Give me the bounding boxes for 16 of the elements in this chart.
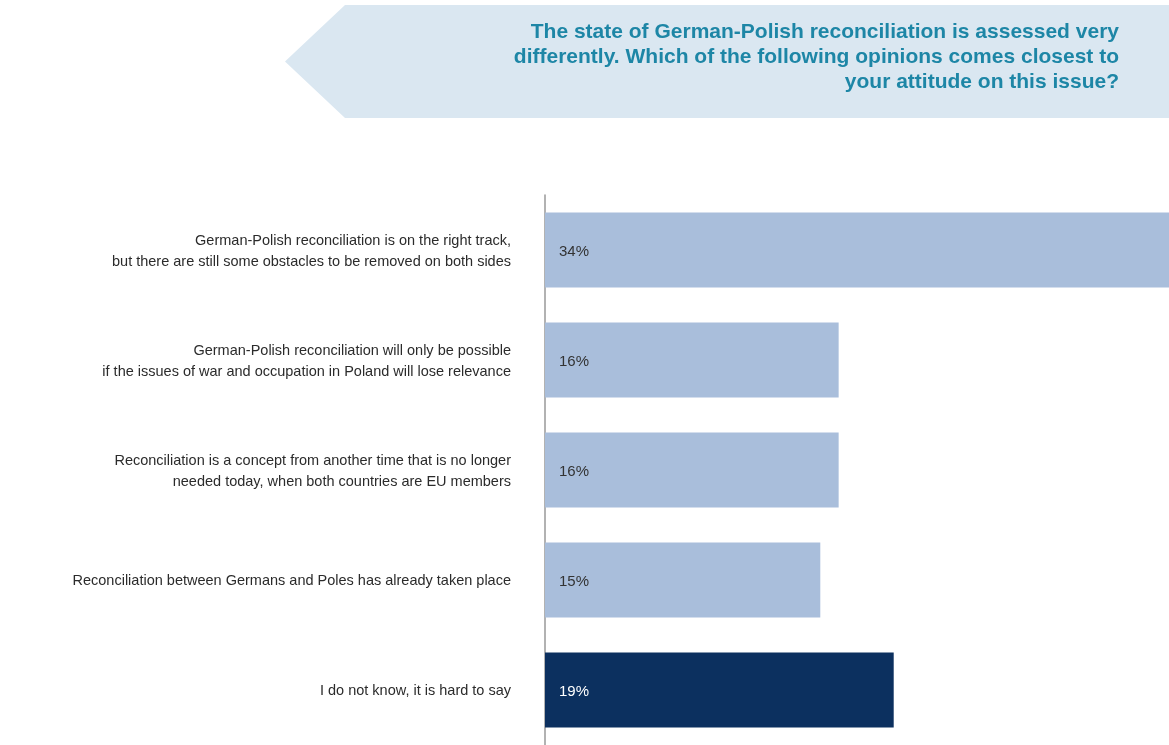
y-tick-label: German-Polish reconciliation is on the right track, but there are still some obstacles to be removed on both sides [112, 231, 511, 269]
data-label: 34% [559, 241, 590, 259]
bar [545, 652, 894, 728]
data-label: 16% [559, 351, 590, 369]
bar [545, 542, 821, 618]
y-tick-label: Reconciliation between Germans and Poles has already taken place [72, 572, 511, 588]
bar [545, 322, 839, 398]
y-tick-label: Reconciliation is a concept from another time that is no longer needed today, when both countries are EU members [114, 451, 512, 489]
y-tick-label: I do not know, it is hard to say [319, 682, 512, 698]
data-label: 19% [559, 681, 590, 699]
bar [545, 212, 1169, 288]
data-label: 16% [559, 461, 590, 479]
chart-title: The state of German-Polish reconciliation is assessed very differently. Which of the following opinions comes closest to your attitude on this issue? [512, 18, 1119, 93]
data-label: 15% [559, 571, 590, 589]
y-tick-label: German-Polish reconciliation will only be possible if the issues of war and occupation in Poland will lose relevance [102, 341, 511, 379]
bar [545, 432, 839, 508]
